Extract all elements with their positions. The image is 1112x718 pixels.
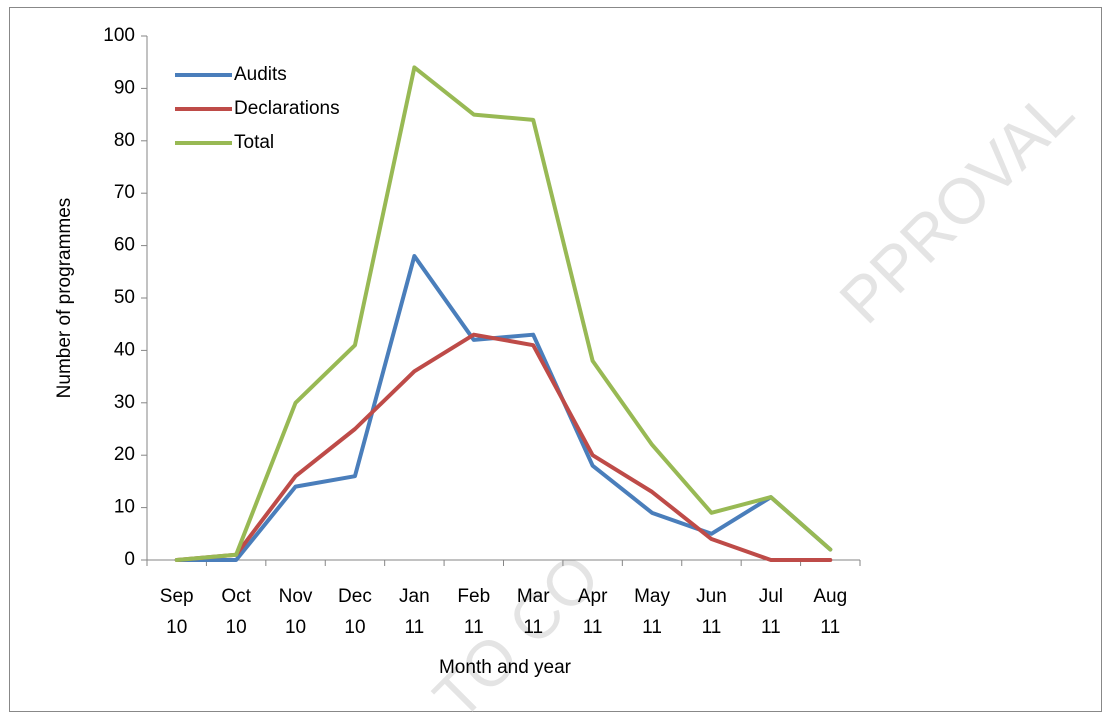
- x-tick-label: Feb 11: [457, 586, 490, 638]
- y-tick-label: 30: [114, 392, 135, 413]
- legend-label: Total: [234, 132, 274, 153]
- x-tick-label: Jul 11: [759, 586, 783, 638]
- legend-label: Audits: [234, 64, 287, 85]
- y-tick-label: 10: [114, 497, 135, 518]
- x-tick-label: May 11: [634, 586, 670, 638]
- y-tick-label: 100: [103, 25, 135, 46]
- x-tick-label: Mar 11: [517, 586, 550, 638]
- y-tick-label: 90: [114, 77, 135, 98]
- x-tick-label: Apr 11: [578, 586, 608, 638]
- y-axis-title: Number of programmes: [54, 198, 75, 399]
- chart-border: [9, 7, 1102, 712]
- x-tick-label: Jun 11: [696, 586, 727, 638]
- y-tick-label: 0: [124, 549, 135, 570]
- y-tick-label: 50: [114, 287, 135, 308]
- y-tick-label: 40: [114, 339, 135, 360]
- x-axis-title: Month and year: [439, 657, 572, 678]
- series-line: [174, 254, 833, 562]
- x-tick-label: Aug 11: [813, 586, 847, 638]
- x-tick-label: Dec 10: [338, 586, 372, 638]
- x-tick-label: Oct 10: [221, 586, 251, 638]
- y-tick-label: 20: [114, 444, 135, 465]
- y-tick-label: 60: [114, 235, 135, 256]
- x-tick-label: Nov 10: [279, 586, 313, 638]
- x-tick-label: Jan 11: [399, 586, 430, 638]
- series-line: [174, 332, 833, 562]
- legend-label: Declarations: [234, 98, 340, 119]
- x-tick-label: Sep 10: [160, 586, 194, 638]
- y-tick-label: 70: [114, 182, 135, 203]
- y-tick-label: 80: [114, 130, 135, 151]
- series-line: [174, 65, 833, 562]
